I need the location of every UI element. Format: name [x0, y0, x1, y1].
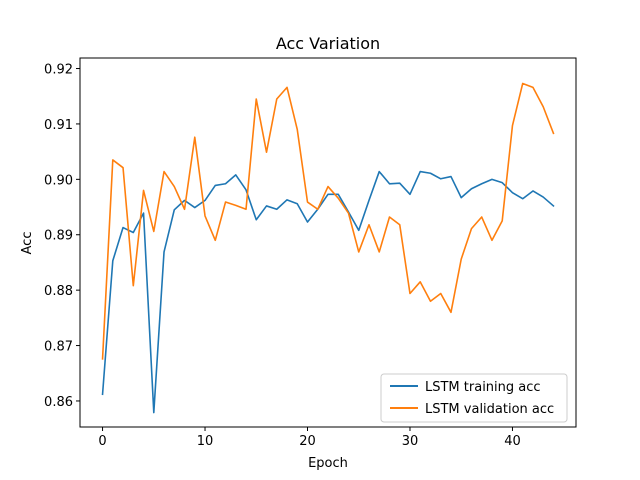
series-lines [101, 82, 555, 414]
chart-title: Acc Variation [276, 34, 380, 53]
y-tick-label: 0.88 [44, 284, 73, 299]
y-tick-label: 0.91 [44, 118, 73, 133]
legend: LSTM training acc LSTM validation acc [380, 373, 568, 423]
y-tick-label: 0.89 [44, 229, 73, 244]
y-axis: 0.86 0.87 0.88 0.89 0.90 0.91 0.92 [44, 63, 80, 410]
plot-frame [79, 57, 577, 428]
x-tick-label: 30 [402, 434, 419, 449]
y-tick-label: 0.86 [44, 395, 73, 410]
legend-label-validation: LSTM validation acc [425, 402, 554, 417]
x-tick-label: 20 [299, 434, 316, 449]
y-tick-label: 0.92 [44, 63, 73, 78]
y-axis-label: Acc [20, 232, 35, 255]
legend-box [380, 373, 568, 423]
training-acc-line [101, 170, 555, 414]
x-tick-label: 40 [504, 434, 521, 449]
y-tick-label: 0.87 [44, 340, 73, 355]
x-tick-label: 10 [197, 434, 214, 449]
x-axis: 0 10 20 30 40 [98, 427, 521, 449]
validation-acc-line [101, 82, 555, 360]
x-axis-label: Epoch [308, 456, 348, 471]
y-tick-label: 0.90 [44, 173, 73, 188]
x-tick-label: 0 [98, 434, 106, 449]
legend-label-training: LSTM training acc [425, 380, 541, 395]
plot-area [80, 58, 576, 427]
